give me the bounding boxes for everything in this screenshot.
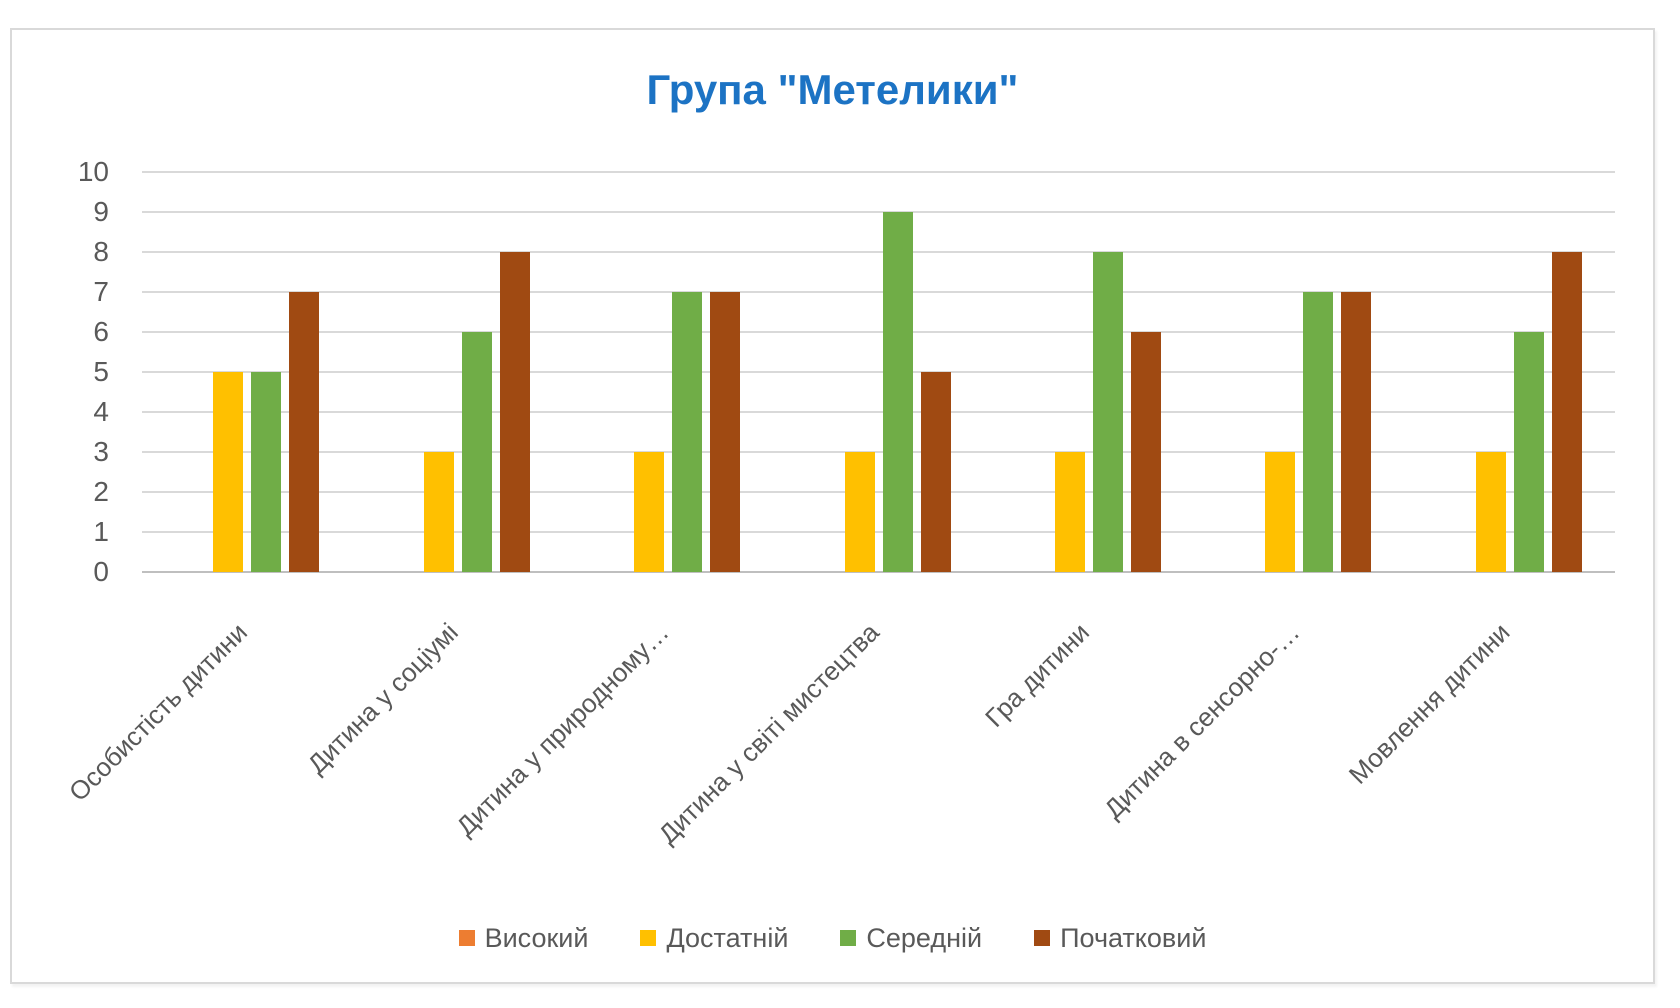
legend-label: Достатній	[666, 922, 789, 953]
y-tick-label-0: 0	[93, 556, 109, 587]
bar-series-1-cat-4	[1054, 452, 1085, 572]
chart-frame: Група "Метелики" 0 1 2 3 4 5 6 7 8 9 10 Особистість…	[10, 28, 1655, 984]
bar-series-2-cat-2	[672, 292, 703, 572]
bar-series-1-cat-3	[844, 452, 875, 572]
x-category-label-text: Дитина у природному…	[449, 617, 675, 842]
x-category-label-text: Особистість дитини	[63, 617, 254, 808]
bar-series-1-cat-6	[1475, 452, 1506, 572]
x-category-label-text: Дитина в сенсорно-…	[1098, 617, 1306, 825]
legend-item-2: Середній	[840, 923, 982, 954]
legend-item-0: Високий	[458, 922, 589, 954]
gridline	[142, 211, 1615, 213]
gridline	[142, 331, 1615, 333]
legend-label: Початковий	[1060, 922, 1207, 953]
legend-swatch-icon	[458, 930, 475, 946]
bar-series-1-cat-2	[634, 452, 665, 572]
x-category-label-text: Гра дитини	[979, 617, 1096, 733]
y-tick-label-3: 3	[93, 436, 109, 467]
legend-swatch-icon	[1034, 930, 1051, 946]
gridline	[142, 491, 1615, 493]
bar-series-3-cat-3	[920, 372, 951, 572]
x-category-label-text: Мовлення дитини	[1343, 617, 1516, 790]
gridline	[142, 371, 1615, 373]
legend-item-3: Початковий	[1034, 923, 1206, 954]
gridline	[142, 251, 1615, 253]
x-category-label-text: Дитина у соціумі	[301, 617, 464, 780]
legend: Високий Достатній Середній Початковий	[12, 916, 1653, 960]
y-tick-label-9: 9	[93, 196, 109, 227]
bar-series-2-cat-3	[882, 212, 913, 572]
bar-series-3-cat-4	[1130, 332, 1161, 572]
gridline	[142, 171, 1615, 173]
y-tick-label-2: 2	[93, 476, 109, 507]
bar-series-3-cat-1	[499, 252, 530, 572]
gridline	[142, 291, 1615, 293]
bar-series-2-cat-4	[1092, 252, 1123, 572]
y-tick-label-7: 7	[93, 276, 109, 307]
bar-series-3-cat-2	[710, 292, 741, 572]
y-tick-label-6: 6	[93, 316, 109, 347]
x-category-label-text: Дитина у світі мистецтва	[652, 617, 885, 850]
bar-series-2-cat-6	[1513, 332, 1544, 572]
gridline	[142, 411, 1615, 413]
y-tick-label-5: 5	[93, 356, 109, 387]
bar-series-2-cat-5	[1303, 292, 1334, 572]
x-axis-line	[142, 571, 1615, 573]
legend-swatch-icon	[840, 930, 857, 946]
y-tick-label-8: 8	[93, 236, 109, 267]
bar-series-2-cat-0	[251, 372, 282, 572]
y-tick-label-4: 4	[93, 396, 109, 427]
bar-series-1-cat-1	[423, 452, 454, 572]
legend-item-1: Достатній	[640, 923, 788, 954]
legend-label: Середній	[866, 922, 983, 953]
legend-swatch-icon	[640, 930, 657, 946]
chart-title: Група "Метелики"	[646, 66, 1019, 113]
bar-series-1-cat-5	[1265, 452, 1296, 572]
legend-label: Високий	[484, 922, 589, 953]
bar-series-3-cat-0	[289, 292, 320, 572]
y-tick-label-10: 10	[77, 156, 109, 187]
y-tick-label-1: 1	[93, 516, 109, 547]
bar-series-3-cat-6	[1551, 252, 1582, 572]
gridline	[142, 451, 1615, 453]
gridline	[142, 531, 1615, 533]
bar-series-2-cat-1	[461, 332, 492, 572]
bar-series-1-cat-0	[213, 372, 244, 572]
bar-series-3-cat-5	[1341, 292, 1372, 572]
